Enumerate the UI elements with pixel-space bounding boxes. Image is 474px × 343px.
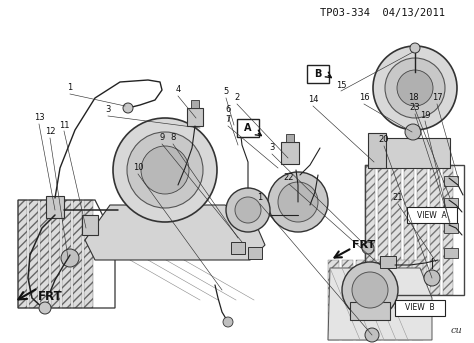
Text: 15: 15 [336,81,346,90]
Bar [443,165,453,295]
Circle shape [385,58,445,118]
Text: 2: 2 [234,94,240,103]
Circle shape [113,118,217,222]
Text: FRT: FRT [38,289,63,303]
Text: 17: 17 [432,94,442,103]
Bar [84,200,93,308]
FancyBboxPatch shape [407,207,457,223]
Circle shape [397,70,433,106]
Bar [281,142,299,164]
Text: 20: 20 [379,135,389,144]
Text: 1: 1 [257,193,263,202]
Bar [444,248,458,258]
Text: 6: 6 [225,106,231,115]
Text: 3: 3 [105,106,111,115]
Circle shape [123,103,133,113]
Circle shape [235,197,261,223]
Bar [444,223,458,233]
Text: A: A [244,123,252,133]
FancyBboxPatch shape [395,300,445,316]
Circle shape [362,242,374,254]
Circle shape [223,317,233,327]
Circle shape [352,272,388,308]
Text: B: B [314,69,322,79]
Bar [365,165,375,295]
Bar [62,200,71,308]
Text: 5: 5 [223,87,228,96]
Bar [444,198,458,208]
Bar [412,260,423,340]
Bar [378,165,388,295]
Text: 23: 23 [410,104,420,113]
Text: 22: 22 [284,174,294,182]
Text: 3: 3 [269,143,275,153]
Bar [391,165,401,295]
Bar [187,108,203,126]
Text: 8: 8 [170,133,176,142]
FancyBboxPatch shape [237,119,259,137]
Text: 13: 13 [34,114,44,122]
Circle shape [365,328,379,342]
Bar [18,200,27,308]
Text: 4: 4 [175,85,181,95]
Text: 7: 7 [225,116,231,125]
Bar [51,200,60,308]
Text: 11: 11 [59,120,69,130]
Bar [46,196,64,218]
Circle shape [424,270,440,286]
Circle shape [405,124,421,140]
Bar [398,260,409,340]
Circle shape [373,46,457,130]
Text: 14: 14 [308,95,318,105]
Text: 10: 10 [133,164,143,173]
Polygon shape [85,205,265,260]
Bar [191,100,199,108]
Bar [73,200,82,308]
Bar [286,134,294,142]
Circle shape [39,302,51,314]
Bar [248,247,262,259]
Bar [417,165,427,295]
Circle shape [141,146,189,194]
Bar [430,165,440,295]
Circle shape [278,182,318,222]
Text: FRT: FRT [352,240,375,250]
Bar [82,215,98,235]
Text: VIEW  B: VIEW B [405,304,435,312]
Bar [368,133,386,168]
Text: 21: 21 [393,193,403,202]
Circle shape [410,43,420,53]
Circle shape [268,172,328,232]
Text: cu: cu [450,326,462,335]
Bar [384,260,395,340]
Bar [404,165,414,295]
Bar [350,302,390,320]
Text: 18: 18 [408,94,419,103]
Bar [380,138,450,168]
Polygon shape [328,268,432,340]
FancyBboxPatch shape [307,65,329,83]
Bar [29,200,38,308]
Text: 1: 1 [67,83,73,93]
Circle shape [342,262,398,318]
Bar [444,176,458,186]
Bar [328,260,339,340]
Text: VIEW  A: VIEW A [417,211,447,220]
Bar [342,260,353,340]
Text: 16: 16 [359,94,369,103]
Bar [380,256,396,268]
Bar [356,260,367,340]
Text: TP03-334  04/13/2011: TP03-334 04/13/2011 [320,8,445,18]
Circle shape [127,132,203,208]
Text: 19: 19 [420,110,430,119]
Bar [370,260,381,340]
Text: 9: 9 [159,133,164,142]
Circle shape [226,188,270,232]
Bar [40,200,49,308]
Bar [365,165,464,295]
Text: 12: 12 [45,128,55,137]
Bar [231,242,245,254]
Circle shape [61,249,79,267]
